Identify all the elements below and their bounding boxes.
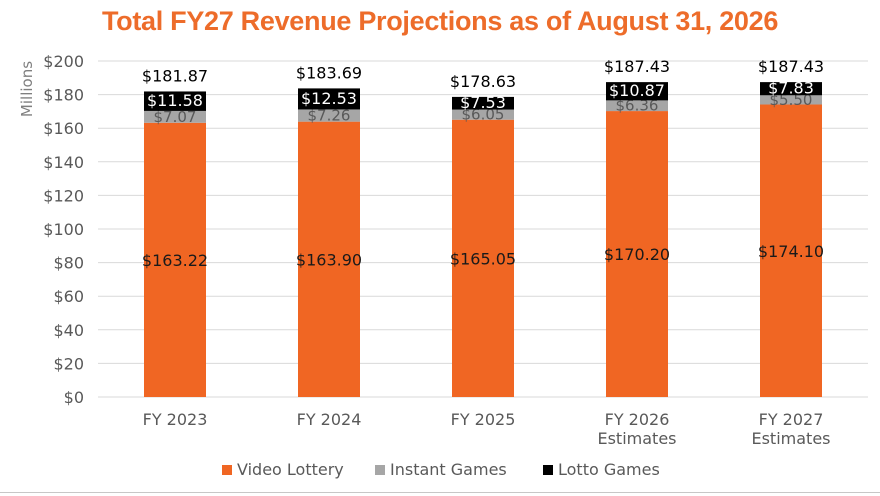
bar-lotto-games	[452, 96, 514, 110]
data-label-instant-games: $5.50	[770, 91, 813, 109]
bars: $163.22 $7.07$11.58 $181.87 $163.90 $7.26$12…	[142, 57, 824, 398]
bar-video-lottery	[144, 122, 206, 397]
legend: Video Lottery Instant Games Lotto Games	[222, 460, 660, 479]
total-label: $183.69	[296, 63, 362, 82]
y-tick-label: $140	[43, 153, 84, 172]
x-category-label: FY 2027	[759, 410, 824, 429]
total-label: $187.43	[604, 57, 670, 76]
data-label-video-lottery: $163.22	[142, 251, 208, 270]
legend-swatch	[222, 465, 232, 475]
data-label-video-lottery: $165.05	[450, 249, 516, 268]
x-category-label: Estimates	[751, 429, 830, 448]
bar-video-lottery	[452, 119, 514, 397]
y-tick-label: $120	[43, 186, 84, 205]
bar-instant-games	[452, 109, 514, 120]
bar-lotto-games	[144, 91, 206, 111]
data-label-instant-games: $7.07	[154, 108, 197, 126]
legend-swatch	[543, 465, 553, 475]
y-axis-title: Millions	[18, 61, 36, 117]
bottom-divider	[0, 492, 880, 493]
bar-lotto-games	[760, 82, 822, 96]
y-tick-label: $40	[53, 321, 84, 340]
y-tick-label: $80	[53, 254, 84, 273]
data-label-lotto-games: $7.53	[460, 93, 506, 112]
total-label: $181.87	[142, 66, 208, 85]
data-label-instant-games: $6.36	[616, 97, 659, 115]
bar-instant-games	[144, 110, 206, 123]
data-label-lotto-games: $10.87	[609, 81, 665, 100]
total-label: $178.63	[450, 72, 516, 91]
y-tick-label: $20	[53, 354, 84, 373]
data-label-lotto-games: $11.58	[147, 91, 203, 110]
bar-lotto-games	[606, 82, 668, 101]
y-tick-label: $180	[43, 86, 84, 105]
data-label-video-lottery: $170.20	[604, 245, 670, 264]
x-category-label: FY 2023	[143, 410, 208, 429]
y-axis: $0 $20 $40 $60 $80 $100 $120 $140 $160 $180 $200 Mi…	[18, 52, 84, 407]
bar-video-lottery	[298, 121, 360, 397]
legend-label: Instant Games	[390, 460, 507, 479]
bar-video-lottery	[760, 104, 822, 398]
bar-video-lottery	[606, 111, 668, 398]
bar-instant-games	[298, 109, 360, 122]
data-label-lotto-games: $12.53	[301, 89, 357, 108]
y-tick-label: $200	[43, 52, 84, 71]
data-label-instant-games: $6.05	[462, 106, 505, 124]
x-axis: FY 2023 FY 2024 FY 2025 FY 2026EstimatesFY …	[143, 410, 831, 448]
y-tick-label: $160	[43, 119, 84, 138]
y-tick-label: $60	[53, 287, 84, 306]
data-label-lotto-games: $7.83	[768, 79, 814, 98]
bar-lotto-games	[298, 88, 360, 110]
data-label-video-lottery: $174.10	[758, 242, 824, 261]
legend-label: Video Lottery	[237, 460, 344, 479]
data-label-video-lottery: $163.90	[296, 250, 362, 269]
x-category-label: FY 2025	[451, 410, 516, 429]
x-category-label: FY 2024	[297, 410, 362, 429]
data-label-instant-games: $7.26	[308, 107, 351, 125]
legend-label: Lotto Games	[558, 460, 660, 479]
chart-title: Total FY27 Revenue Projections as of Aug…	[101, 6, 779, 36]
y-tick-label: $0	[64, 388, 84, 407]
bar-instant-games	[606, 100, 668, 112]
legend-swatch	[375, 465, 385, 475]
total-label: $187.43	[758, 57, 824, 76]
y-tick-label: $100	[43, 220, 84, 239]
x-category-label: Estimates	[597, 429, 676, 448]
x-category-label: FY 2026	[605, 410, 670, 429]
bar-instant-games	[760, 95, 822, 105]
